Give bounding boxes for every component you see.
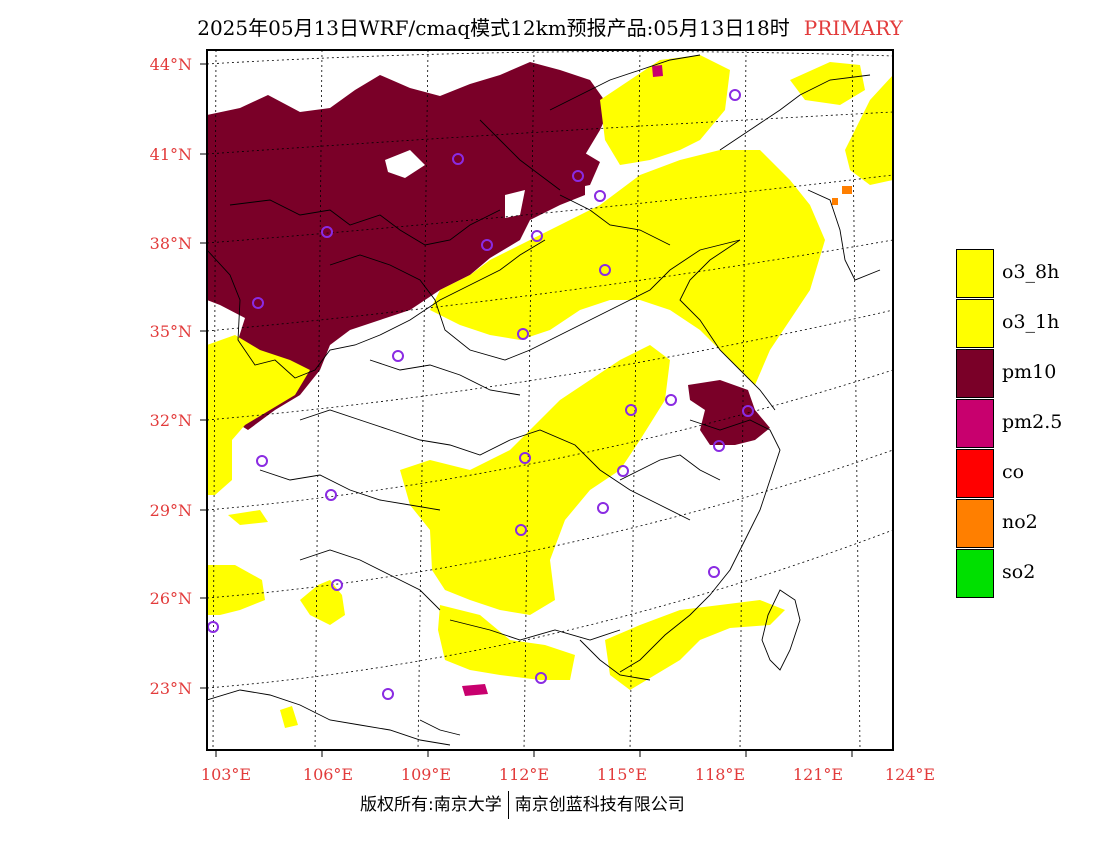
legend-item-pm10: pm10 bbox=[956, 349, 1096, 399]
legend-label: pm2.5 bbox=[1002, 411, 1063, 433]
lon-label: 118°E bbox=[694, 765, 746, 784]
legend-item-o3-1h: o3_1h bbox=[956, 299, 1096, 349]
map-frame bbox=[206, 49, 894, 751]
lat-label: 44°N bbox=[149, 55, 192, 74]
station-marker bbox=[481, 239, 493, 251]
o3-region-northeast-top bbox=[790, 62, 865, 105]
lat-label: 23°N bbox=[149, 679, 192, 698]
station-marker bbox=[572, 170, 584, 182]
station-marker bbox=[517, 328, 529, 340]
legend-item-so2: so2 bbox=[956, 549, 1096, 599]
legend-label: o3_8h bbox=[1002, 261, 1060, 283]
station-marker bbox=[392, 350, 404, 362]
station-marker bbox=[617, 465, 629, 477]
station-marker bbox=[729, 89, 741, 101]
legend-label: no2 bbox=[1002, 511, 1038, 533]
station-marker bbox=[599, 264, 611, 276]
legend-swatch bbox=[956, 549, 994, 598]
title-tag: PRIMARY bbox=[803, 16, 903, 40]
legend-swatch bbox=[956, 299, 994, 348]
station-marker bbox=[321, 226, 333, 238]
station-marker bbox=[519, 452, 531, 464]
lon-label: 109°E bbox=[400, 765, 452, 784]
lon-label: 106°E bbox=[302, 765, 354, 784]
lat-label: 29°N bbox=[149, 501, 192, 520]
o3-region-west-south bbox=[207, 565, 265, 615]
o3-region-south bbox=[438, 605, 575, 680]
lat-label: 38°N bbox=[149, 234, 192, 253]
title-main: 2025年05月13日WRF/cmaq模式12km预报产品:05月13日18时 bbox=[197, 16, 790, 40]
legend-label: pm10 bbox=[1002, 361, 1057, 383]
lon-label: 121°E bbox=[792, 765, 844, 784]
legend-swatch bbox=[956, 449, 994, 498]
legend-label: o3_1h bbox=[1002, 311, 1060, 333]
legend-swatch bbox=[956, 499, 994, 548]
station-marker bbox=[382, 688, 394, 700]
lat-label: 26°N bbox=[149, 589, 192, 608]
station-marker bbox=[742, 405, 754, 417]
station-marker bbox=[597, 502, 609, 514]
pm10-region-yangtze bbox=[688, 380, 770, 445]
monitoring-stations bbox=[207, 89, 754, 700]
station-marker bbox=[325, 489, 337, 501]
pollutant-layer bbox=[207, 55, 893, 728]
station-marker bbox=[331, 579, 343, 591]
o3-region-far-northeast bbox=[845, 75, 893, 185]
o3-region-guangdong bbox=[605, 600, 785, 690]
lat-label: 41°N bbox=[149, 145, 192, 164]
boundaries bbox=[207, 54, 881, 746]
lon-label: 112°E bbox=[498, 765, 550, 784]
graticule bbox=[207, 50, 893, 750]
o3-region-guizhou bbox=[300, 580, 345, 625]
axis-ticks bbox=[200, 63, 853, 757]
no2-patch bbox=[842, 186, 852, 194]
legend-item-o3-8h: o3_8h bbox=[956, 249, 1096, 299]
lon-label: 124°E bbox=[884, 765, 936, 784]
lon-label: 115°E bbox=[596, 765, 648, 784]
station-marker bbox=[531, 230, 543, 242]
legend: o3_8h o3_1h pm10 pm2.5 co no2 so2 bbox=[956, 249, 1096, 599]
station-marker bbox=[594, 190, 606, 202]
copyright-footer: 版权所有:南京大学 南京创蓝科技有限公司 bbox=[360, 790, 685, 819]
pm25-patch bbox=[462, 684, 488, 696]
legend-swatch bbox=[956, 249, 994, 298]
station-marker bbox=[708, 566, 720, 578]
legend-item-pm25: pm2.5 bbox=[956, 399, 1096, 449]
station-marker bbox=[256, 455, 268, 467]
copyright-left: 版权所有:南京大学 bbox=[360, 795, 502, 815]
station-marker bbox=[535, 672, 547, 684]
station-marker bbox=[713, 440, 725, 452]
pm10-gap bbox=[385, 150, 425, 178]
legend-item-no2: no2 bbox=[956, 499, 1096, 549]
station-marker bbox=[452, 153, 464, 165]
o3-region-small bbox=[228, 510, 268, 525]
legend-item-co: co bbox=[956, 449, 1096, 499]
pm10-region-north bbox=[207, 62, 610, 430]
o3-region-small bbox=[280, 706, 298, 728]
legend-swatch bbox=[956, 399, 994, 448]
map-title: 2025年05月13日WRF/cmaq模式12km预报产品:05月13日18时 P… bbox=[0, 12, 1100, 41]
pm25-patch bbox=[652, 65, 663, 77]
no2-patch bbox=[832, 198, 838, 205]
o3-region-central bbox=[400, 345, 670, 615]
station-marker bbox=[625, 404, 637, 416]
lat-label: 35°N bbox=[149, 322, 192, 341]
station-marker bbox=[515, 524, 527, 536]
footer-divider bbox=[507, 791, 509, 819]
lon-label: 103°E bbox=[200, 765, 252, 784]
station-marker bbox=[252, 297, 264, 309]
legend-label: so2 bbox=[1002, 561, 1036, 583]
legend-swatch bbox=[956, 349, 994, 398]
lat-label: 32°N bbox=[149, 411, 192, 430]
copyright-right: 南京创蓝科技有限公司 bbox=[514, 795, 685, 815]
pm10-gap bbox=[505, 190, 525, 218]
legend-label: co bbox=[1002, 461, 1025, 483]
station-marker bbox=[665, 394, 677, 406]
o3-region-east-plain bbox=[430, 150, 825, 385]
o3-region-northeast bbox=[600, 55, 730, 165]
pm10-region-hebei bbox=[555, 150, 600, 190]
